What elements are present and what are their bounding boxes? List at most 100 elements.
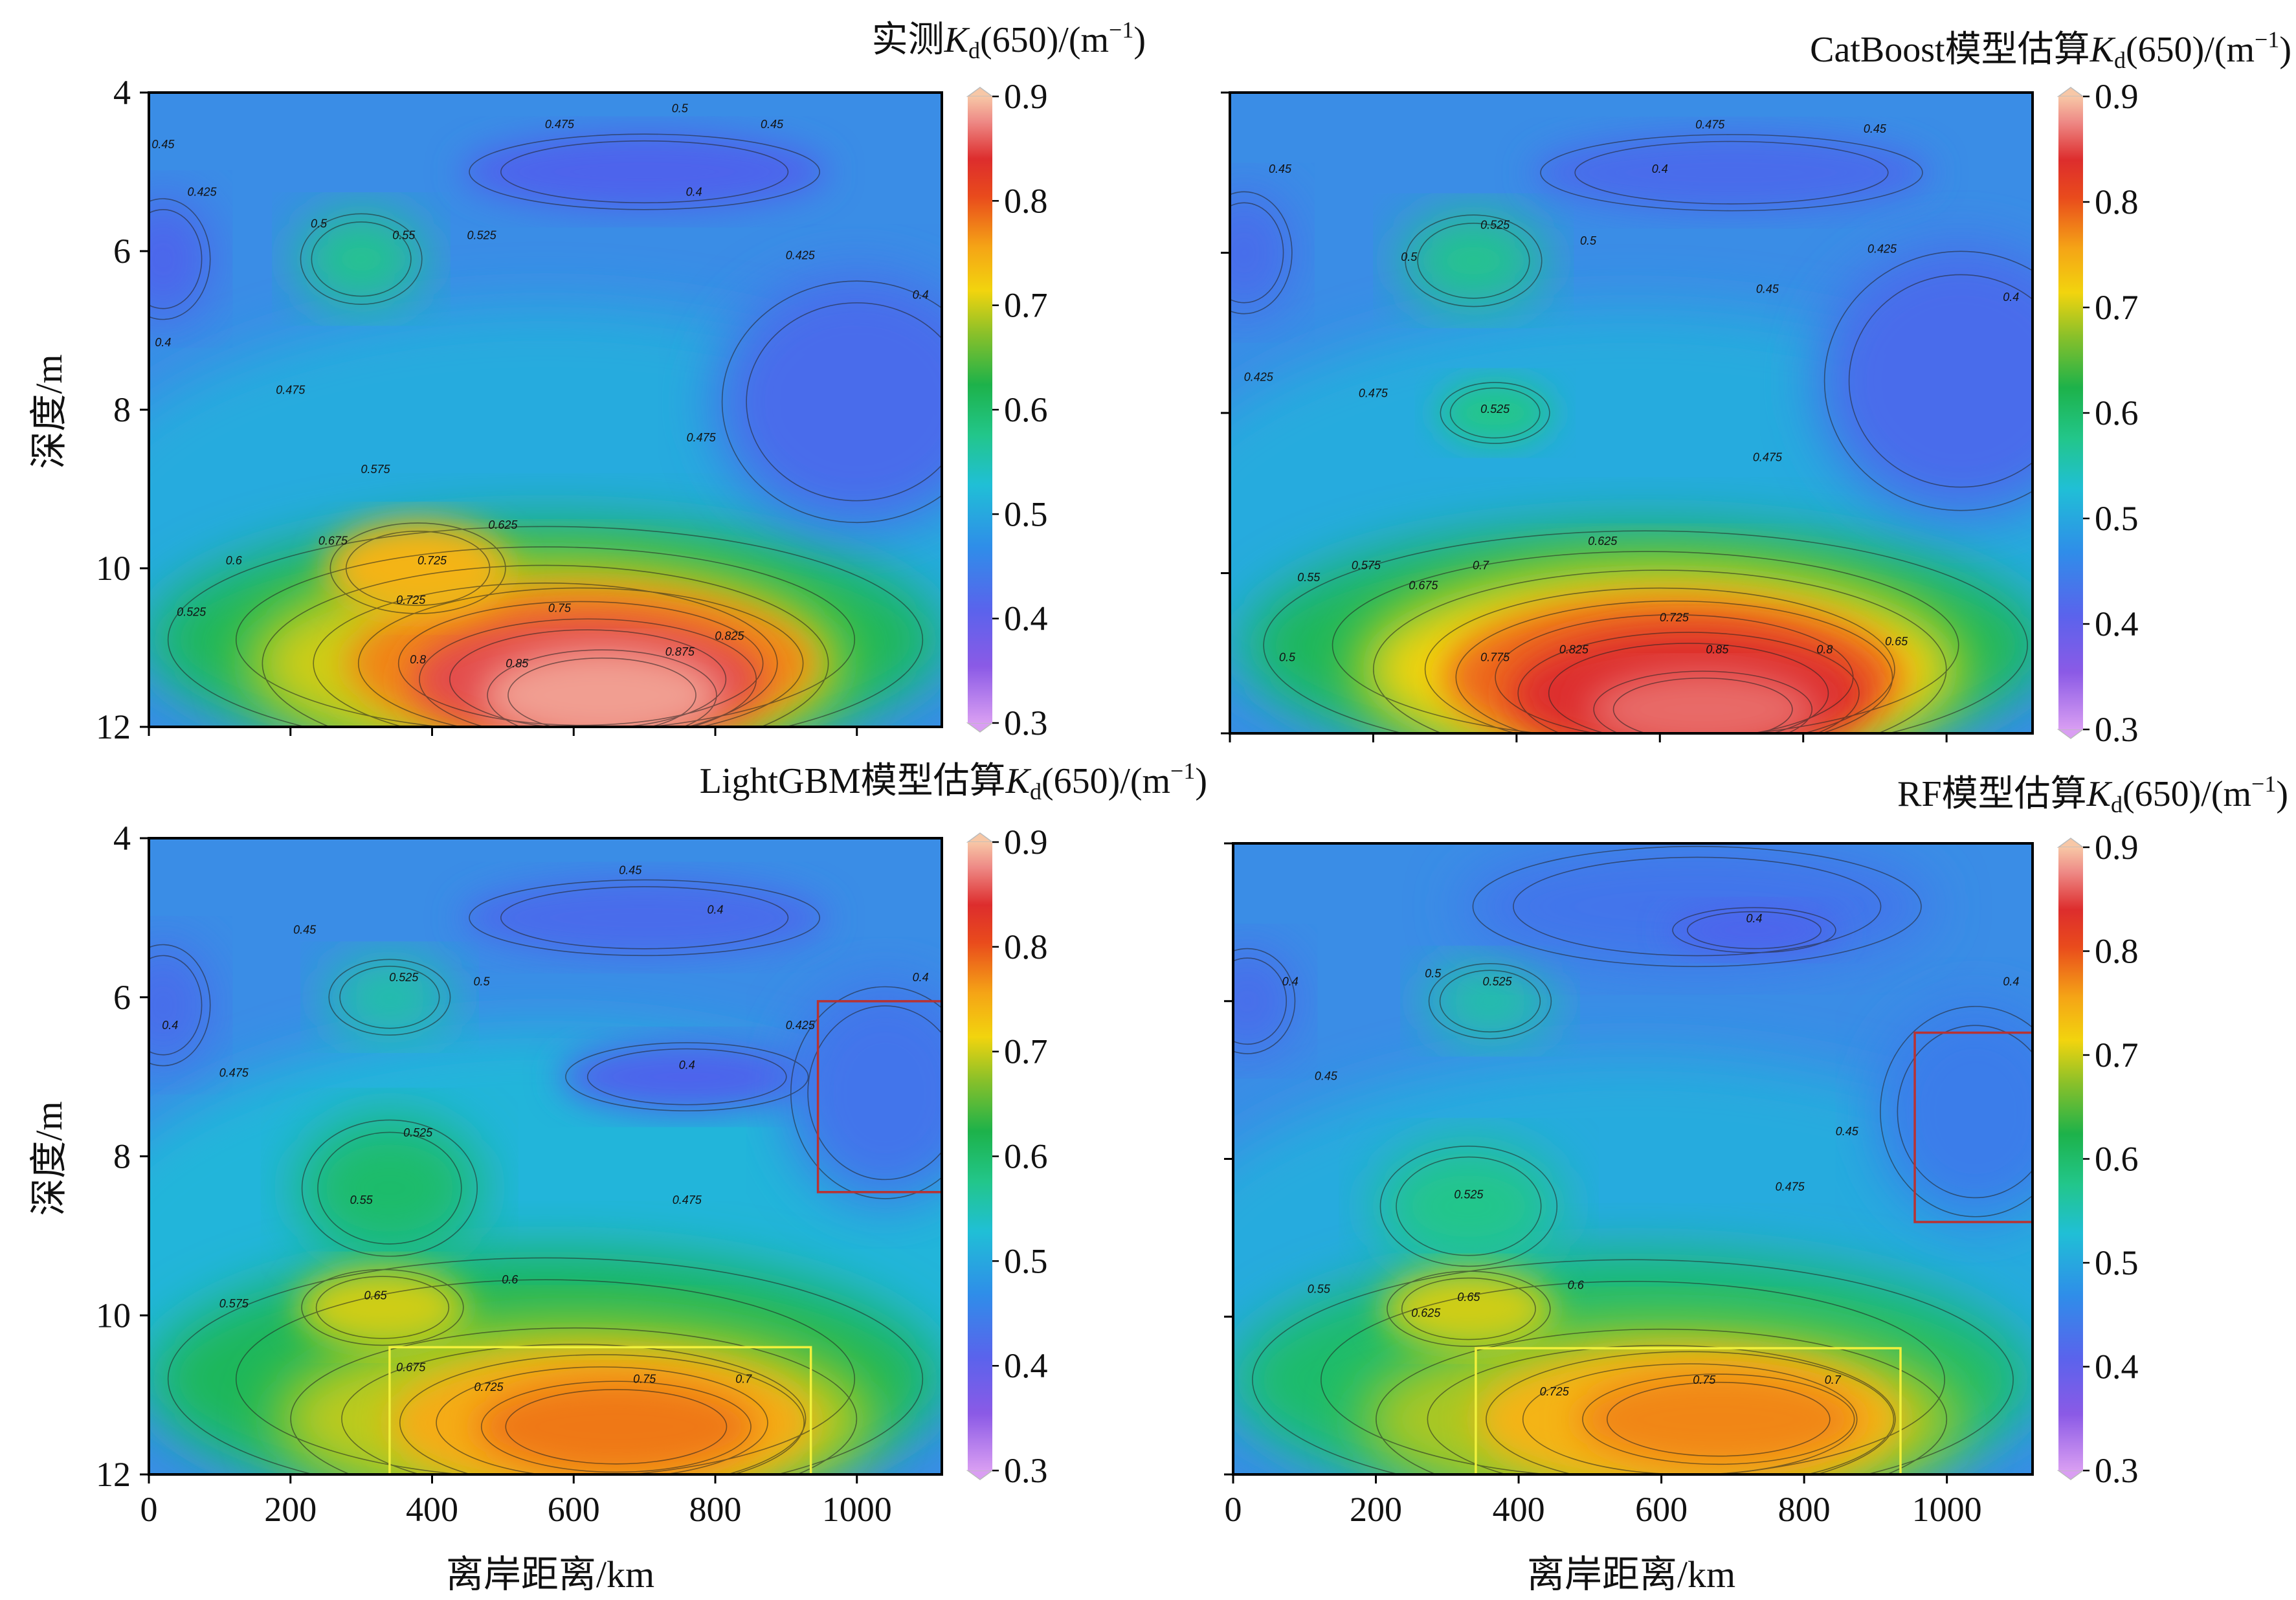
panel-top-right: 0.85 0.825 0.8 0.775 0.725 0.7 0.675 0.575 0.625… <box>1221 27 2291 749</box>
colorbar-tick-label: 0.6 <box>1004 1137 1048 1176</box>
contour-label: 0.55 <box>1308 1283 1331 1296</box>
colorbar-tick-label: 0.8 <box>1004 928 1048 966</box>
contour-label: 0.675 <box>1409 579 1438 592</box>
contour-label: 0.75 <box>1693 1373 1716 1386</box>
x-tick-label: 0 <box>1225 1490 1242 1529</box>
heatmap-field: 0.75 0.725 0.7 0.675 0.65 0.6 0.575 0.55 0.525 0.… <box>149 838 942 1474</box>
y-tick-label: 6 <box>113 232 131 271</box>
contour-label: 0.675 <box>396 1361 426 1373</box>
contour-label: 0.725 <box>474 1381 504 1394</box>
contour-label: 0.475 <box>1776 1180 1805 1193</box>
colorbar-tick-label: 0.8 <box>1004 181 1048 220</box>
contour-lines <box>149 133 942 727</box>
contour-label: 0.525 <box>467 229 497 242</box>
contour-label: 0.675 <box>318 534 348 547</box>
contour-label: 0.475 <box>1695 118 1725 131</box>
y-tick-label: 6 <box>113 978 131 1017</box>
colorbar-tick-label: 0.5 <box>2095 1243 2139 1282</box>
contour-label: 0.7 <box>1825 1373 1842 1386</box>
contour-label: 0.475 <box>1753 450 1783 463</box>
contour-label: 0.525 <box>177 606 206 619</box>
colorbar-tick-label: 0.4 <box>2095 1348 2139 1386</box>
contour-label: 0.45 <box>1269 162 1292 175</box>
contour-label: 0.4 <box>913 289 929 302</box>
colorbar-tick-label: 0.8 <box>2095 183 2139 221</box>
x-tick-label: 800 <box>689 1490 742 1529</box>
contour-label: 0.725 <box>1660 611 1689 624</box>
contour-label: 0.425 <box>786 1019 816 1032</box>
colorbar-tick-label: 0.4 <box>1004 1346 1048 1385</box>
contour-label: 0.475 <box>276 384 306 397</box>
contour-label: 0.75 <box>548 601 572 614</box>
y-axis-label-top: 深度/m <box>28 354 70 469</box>
x-axis-label-left: 离岸距离/km <box>446 1553 654 1595</box>
x-tick-label: 1000 <box>822 1490 892 1529</box>
contour-label: 0.7 <box>735 1373 752 1386</box>
contour-label: 0.85 <box>1706 643 1729 656</box>
contour-label: 0.55 <box>350 1194 373 1206</box>
y-tick-label: 12 <box>96 1455 131 1494</box>
y-tick-label: 12 <box>96 707 131 746</box>
contour-label: 0.6 <box>226 554 243 567</box>
contour-label: 0.45 <box>1836 1125 1859 1138</box>
contour-label: 0.5 <box>311 217 328 230</box>
contour-label: 0.425 <box>188 185 217 198</box>
x-tick-label: 800 <box>1778 1490 1831 1529</box>
contour-label: 0.5 <box>1401 250 1418 263</box>
contour-label: 0.525 <box>1480 218 1510 231</box>
contour-label: 0.4 <box>679 1058 695 1071</box>
y-tick-label: 4 <box>113 73 131 112</box>
colorbar-tick-label: 0.8 <box>2095 932 2139 971</box>
contour-label: 0.7 <box>1473 559 1489 572</box>
colorbar-tick-label: 0.3 <box>1004 704 1048 742</box>
contour-label: 0.4 <box>707 904 723 917</box>
contour-label: 0.525 <box>403 1126 433 1139</box>
panel-top-left: 0.875 0.85 0.825 0.8 0.75 0.725 0.725 0.675 0.62… <box>96 17 1146 746</box>
colorbar-tick-label: 0.3 <box>2095 1451 2139 1490</box>
panel-bottom-right: 0.75 0.725 0.7 0.65 0.6 0.625 0.55 0.525 0.525 0.… <box>1224 771 2288 1529</box>
contour-label: 0.625 <box>488 518 518 531</box>
contour-label: 0.45 <box>619 863 642 876</box>
contour-label: 0.4 <box>2003 975 2019 988</box>
x-tick-label: 400 <box>406 1490 458 1529</box>
contour-label: 0.45 <box>151 138 175 151</box>
x-tick-label: 400 <box>1493 1490 1545 1529</box>
contour-label: 0.4 <box>162 1019 178 1032</box>
contour-label: 0.575 <box>219 1297 249 1310</box>
contour-label: 0.5 <box>1580 234 1597 247</box>
contour-label: 0.4 <box>686 185 702 198</box>
x-tick-label: 1000 <box>1912 1490 1982 1529</box>
colorbar: 0.9 0.8 0.7 0.6 0.5 0.4 0.3 <box>966 77 1048 742</box>
contour-label: 0.5 <box>1279 651 1296 664</box>
contour-label: 0.75 <box>633 1373 656 1386</box>
contour-label: 0.525 <box>389 971 419 984</box>
contour-label: 0.45 <box>1756 282 1779 295</box>
colorbar-tick-label: 0.6 <box>1004 390 1048 429</box>
contour-label: 0.45 <box>1864 122 1887 135</box>
colorbar-tick-label: 0.7 <box>1004 1032 1048 1071</box>
colorbar-tick-label: 0.6 <box>2095 394 2139 432</box>
contour-label: 0.525 <box>1480 403 1510 416</box>
contour-label: 0.4 <box>1652 162 1668 175</box>
contour-label: 0.65 <box>364 1289 387 1302</box>
highlight-box <box>1913 1031 2033 1223</box>
panel-title: RF模型估算Kd(650)/(m−1) <box>1897 771 2288 817</box>
contour-label: 0.5 <box>672 102 689 115</box>
contour-label: 0.8 <box>1816 643 1833 656</box>
x-tick-label: 200 <box>264 1490 317 1529</box>
contour-label: 0.575 <box>361 463 390 476</box>
contour-label: 0.575 <box>1352 559 1381 572</box>
contour-label: 0.625 <box>1588 535 1618 548</box>
x-tick-label: 200 <box>1350 1490 1402 1529</box>
contour-label: 0.725 <box>1540 1385 1570 1398</box>
heatmap-field: 0.85 0.825 0.8 0.775 0.725 0.7 0.675 0.575 0.625… <box>1230 93 2033 733</box>
contour-label: 0.45 <box>1315 1070 1338 1083</box>
heatmap-field: 0.75 0.725 0.7 0.65 0.6 0.625 0.55 0.525 0.525 0.… <box>1233 843 2033 1474</box>
contour-lines <box>1233 845 2033 1474</box>
contour-label: 0.6 <box>502 1273 518 1286</box>
contour-label: 0.775 <box>1480 651 1510 664</box>
contour-label: 0.875 <box>665 645 695 658</box>
contour-label: 0.475 <box>673 1194 702 1206</box>
colorbar: 0.9 0.8 0.7 0.6 0.5 0.4 0.3 <box>966 823 1048 1490</box>
contour-label: 0.4 <box>2003 291 2019 304</box>
